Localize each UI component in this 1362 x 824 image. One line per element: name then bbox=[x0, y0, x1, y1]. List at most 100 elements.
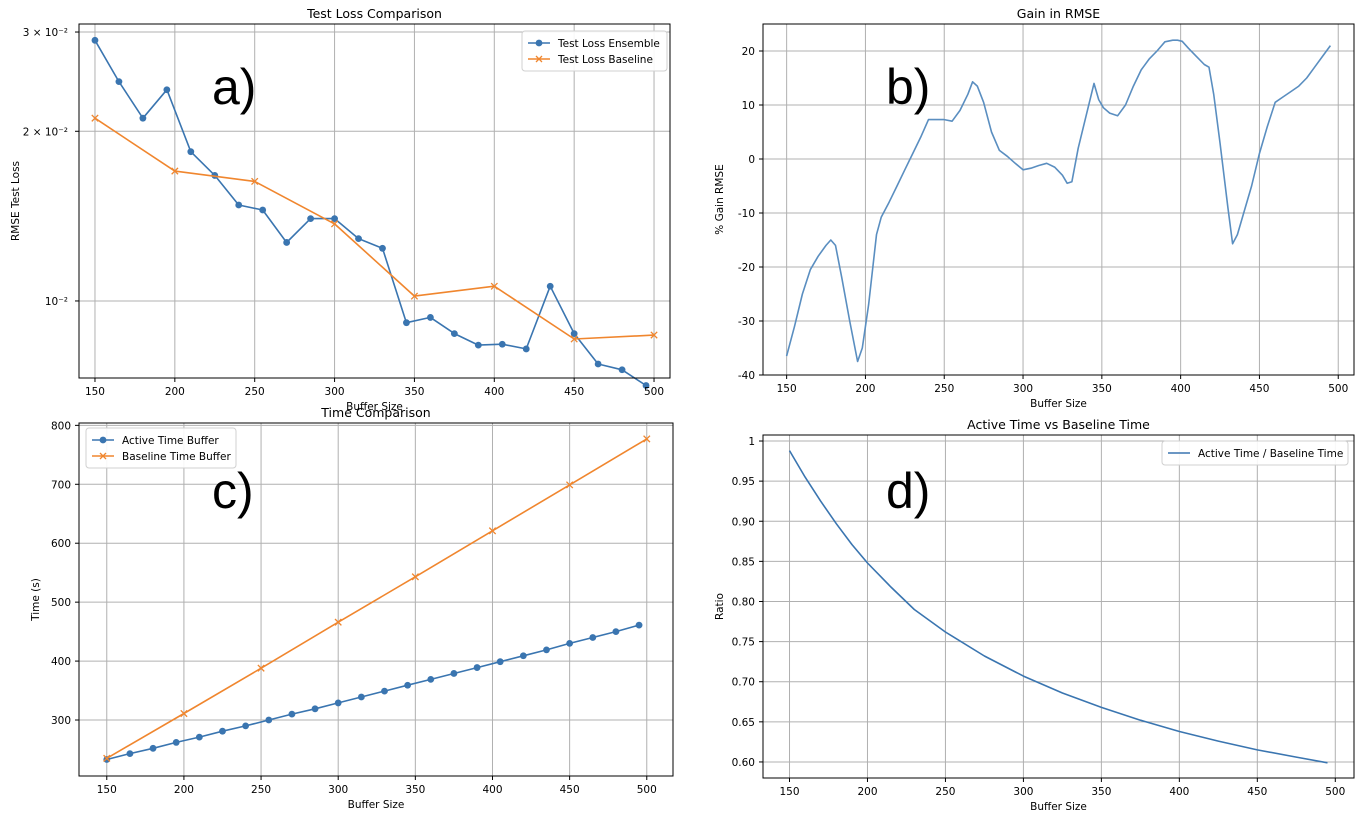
data-point bbox=[311, 705, 319, 713]
data-point bbox=[103, 754, 111, 762]
chart-title: Gain in RMSE bbox=[1017, 6, 1100, 21]
x-axis-label: Buffer Size bbox=[1030, 398, 1087, 410]
legend-label: Test Loss Ensemble bbox=[557, 38, 660, 50]
data-point bbox=[404, 681, 412, 689]
legend-box bbox=[1161, 440, 1349, 466]
data-point bbox=[543, 646, 550, 654]
series-line-1 bbox=[785, 39, 1332, 363]
data-point bbox=[450, 330, 458, 338]
data-point bbox=[91, 36, 99, 44]
x-tick-label: 350 bbox=[405, 784, 425, 796]
data-point bbox=[474, 341, 482, 349]
x-tick-label: 500 bbox=[1328, 383, 1348, 395]
data-point bbox=[650, 331, 658, 339]
x-tick-label: 400 bbox=[484, 386, 504, 398]
series-line-1 bbox=[788, 450, 1328, 764]
data-point bbox=[334, 618, 342, 626]
data-point bbox=[522, 345, 530, 353]
data-point bbox=[126, 750, 134, 758]
panel-d-ratio-chart: 150 200 250 300 350 400 450 500 0.60 0.65 0.70 0.75… bbox=[714, 417, 1355, 813]
data-point bbox=[307, 215, 315, 222]
x-tick-label: 150 bbox=[779, 786, 799, 798]
x-tick-label: 350 bbox=[1092, 383, 1112, 395]
data-point bbox=[450, 670, 458, 677]
y-axis-label: Ratio bbox=[714, 593, 726, 620]
data-point bbox=[357, 693, 365, 701]
x-tick-label: 150 bbox=[777, 383, 797, 395]
x-tick-label: 450 bbox=[560, 784, 580, 796]
y-tick-label: -20 bbox=[738, 262, 755, 274]
x-tick-label: 250 bbox=[934, 383, 954, 395]
y-tick-label: 2 × 10⁻² bbox=[23, 126, 68, 138]
data-point bbox=[488, 527, 497, 535]
y-tick-label: 300 bbox=[51, 715, 71, 727]
data-point bbox=[546, 282, 554, 290]
chart-title: Active Time vs Baseline Time bbox=[967, 417, 1150, 432]
data-point bbox=[635, 621, 643, 629]
data-point bbox=[403, 319, 410, 327]
chart-title: Test Loss Comparison bbox=[306, 6, 442, 21]
y-tick-label: 0.65 bbox=[732, 717, 755, 729]
x-axis-label: Buffer Size bbox=[346, 401, 403, 413]
data-point bbox=[171, 167, 179, 175]
x-tick-label: 200 bbox=[855, 383, 875, 395]
x-tick-label: 300 bbox=[325, 386, 345, 398]
legend-marker bbox=[535, 39, 543, 47]
y-tick-label: -10 bbox=[738, 208, 755, 220]
x-tick-label: 250 bbox=[935, 786, 955, 798]
legend-box bbox=[521, 30, 668, 72]
data-point bbox=[330, 220, 339, 228]
data-point bbox=[172, 739, 180, 746]
data-point bbox=[149, 744, 157, 752]
y-tick-label: 0.90 bbox=[732, 516, 755, 528]
y-tick-label: 0.75 bbox=[732, 637, 755, 649]
series-line-1 bbox=[106, 624, 640, 761]
x-tick-label: 300 bbox=[1013, 383, 1033, 395]
series-line-1 bbox=[94, 39, 647, 387]
x-tick-label: 450 bbox=[564, 386, 584, 398]
x-tick-label: 500 bbox=[637, 784, 657, 796]
plot-frame bbox=[762, 23, 1355, 376]
x-axis-label: Buffer Size bbox=[348, 799, 405, 811]
data-point bbox=[331, 215, 338, 222]
x-tick-label: 450 bbox=[1247, 786, 1267, 798]
data-point bbox=[427, 314, 434, 321]
x-tick-label: 350 bbox=[404, 386, 424, 398]
x-tick-label: 300 bbox=[1013, 786, 1033, 798]
y-tick-label: 500 bbox=[51, 597, 71, 609]
x-tick-label: 450 bbox=[1249, 383, 1269, 395]
x-tick-label: 250 bbox=[245, 386, 265, 398]
data-point bbox=[187, 148, 195, 156]
data-point bbox=[594, 360, 602, 368]
y-tick-label: 3 × 10⁻² bbox=[23, 27, 68, 39]
y-axis-label: Time (s) bbox=[30, 578, 42, 622]
data-point bbox=[490, 282, 498, 290]
y-tick-label: 1 bbox=[748, 436, 755, 448]
y-tick-label: 0.95 bbox=[732, 476, 755, 488]
x-tick-label: 350 bbox=[1091, 786, 1111, 798]
data-point bbox=[355, 235, 362, 243]
x-tick-label: 200 bbox=[857, 786, 877, 798]
data-point bbox=[219, 727, 226, 735]
legend: Active Time Buffer Baseline Time Buffer bbox=[85, 427, 237, 469]
data-point bbox=[566, 640, 574, 647]
x-tick-label: 200 bbox=[174, 784, 194, 796]
data-point bbox=[259, 206, 267, 214]
data-point bbox=[612, 628, 620, 636]
data-point bbox=[570, 335, 578, 343]
y-tick-label: 600 bbox=[51, 538, 71, 550]
data-point bbox=[427, 675, 435, 683]
legend: Active Time / Baseline Time bbox=[1161, 440, 1349, 466]
data-point bbox=[334, 699, 342, 707]
y-tick-label: 10 bbox=[742, 100, 755, 112]
legend-marker bbox=[99, 452, 107, 460]
data-point bbox=[618, 366, 626, 374]
data-point bbox=[519, 652, 527, 660]
data-point bbox=[115, 78, 123, 86]
y-tick-label: -40 bbox=[738, 370, 755, 382]
data-point bbox=[589, 634, 597, 641]
y-tick-label: -30 bbox=[738, 316, 755, 328]
x-tick-label: 150 bbox=[85, 386, 105, 398]
panel-a-test-loss-chart: 150 200 250 300 350 400 450 500 3 × 10⁻² 2 × 10⁻²… bbox=[10, 6, 671, 413]
